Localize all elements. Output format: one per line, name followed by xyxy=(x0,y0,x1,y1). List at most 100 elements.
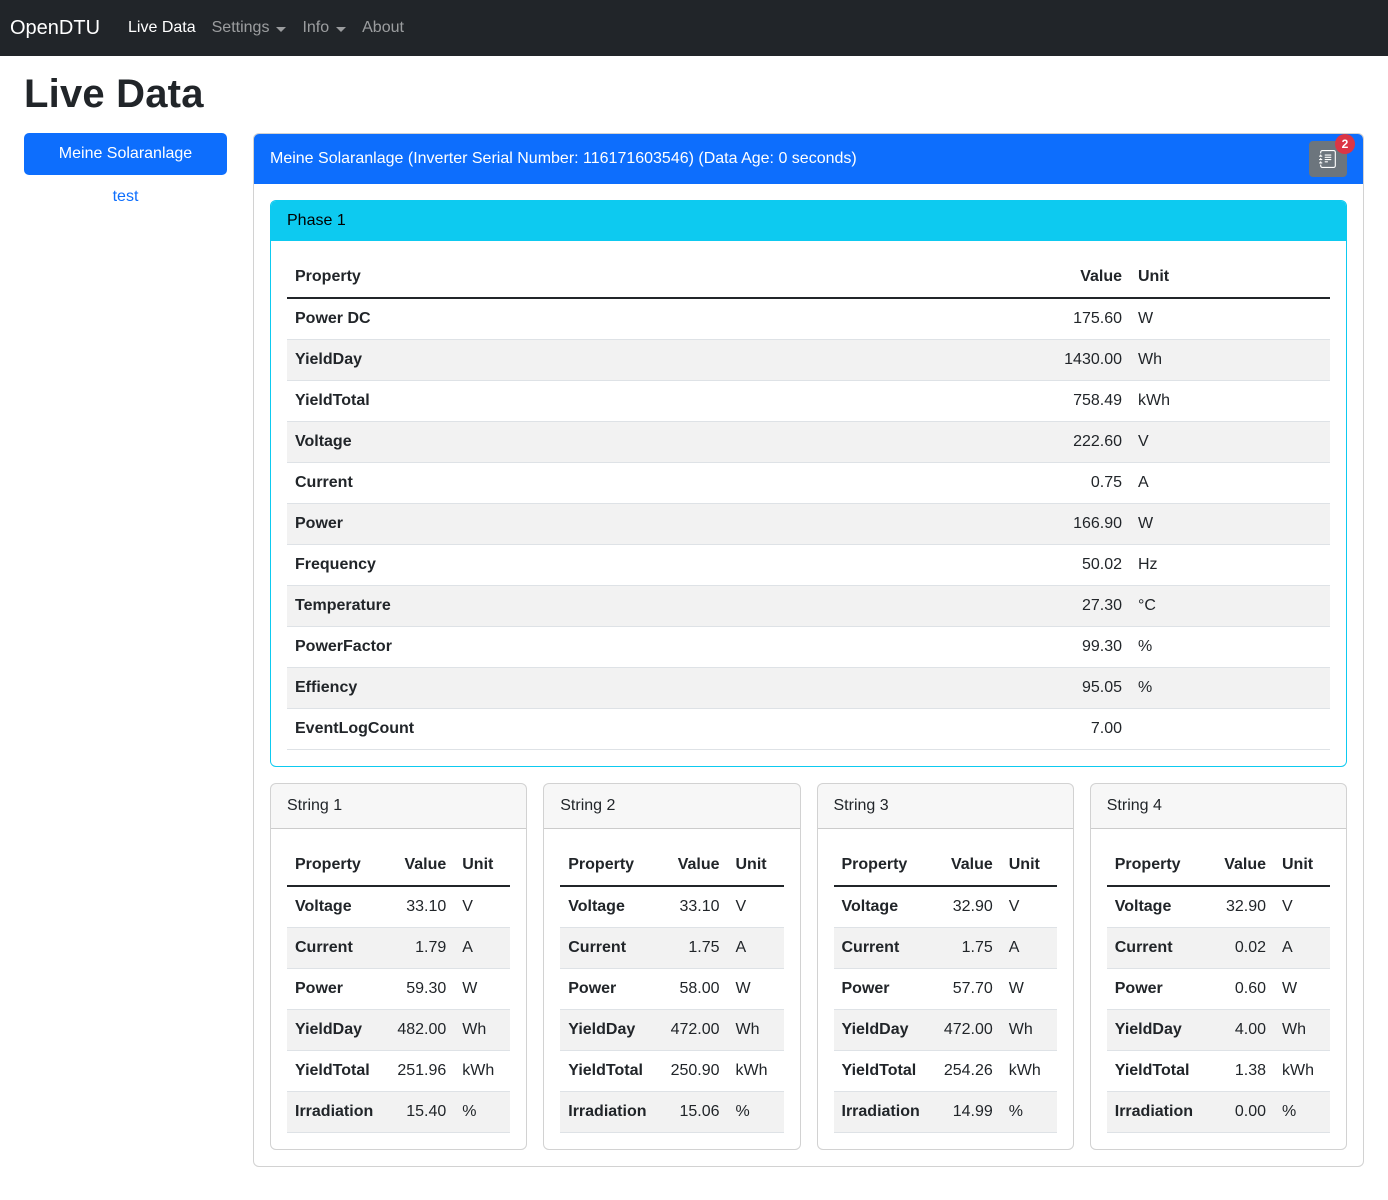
property-cell: Irradiation xyxy=(560,1092,655,1133)
table-row: EventLogCount 7.00 xyxy=(287,709,1330,750)
property-cell: Current xyxy=(287,463,1040,504)
table-row: YieldTotal 758.49 kWh xyxy=(287,381,1330,422)
table-row: YieldDay 472.00 Wh xyxy=(560,1010,783,1051)
table-row: Current 1.75 A xyxy=(560,928,783,969)
nav-item-info[interactable]: Info xyxy=(294,11,354,45)
property-cell: YieldTotal xyxy=(834,1051,929,1092)
table-head: Property Value Unit xyxy=(1107,845,1330,886)
value-cell: 251.96 xyxy=(382,1051,454,1092)
unit-cell: A xyxy=(1001,928,1057,969)
unit-cell: kWh xyxy=(728,1051,784,1092)
unit-cell: Wh xyxy=(454,1010,510,1051)
nav-item-label: Settings xyxy=(212,19,270,37)
table-row: PowerFactor 99.30 % xyxy=(287,627,1330,668)
column-header-value: Value xyxy=(656,845,728,886)
unit-cell: Wh xyxy=(1001,1010,1057,1051)
value-cell: 1.38 xyxy=(1202,1051,1274,1092)
property-cell: Irradiation xyxy=(834,1092,929,1133)
table-row: Power 59.30 W xyxy=(287,969,510,1010)
nav-item-label: About xyxy=(362,19,404,37)
unit-cell: °C xyxy=(1130,586,1330,627)
table-row: Temperature 27.30 °C xyxy=(287,586,1330,627)
property-cell: Power xyxy=(1107,969,1202,1010)
unit-cell: W xyxy=(1130,298,1330,340)
value-cell: 758.49 xyxy=(1040,381,1130,422)
value-cell: 1.75 xyxy=(929,928,1001,969)
nav-item-about[interactable]: About xyxy=(354,11,412,45)
inverter-card-title: Meine Solaranlage (Inverter Serial Numbe… xyxy=(270,150,857,168)
column-header-unit: Unit xyxy=(1001,845,1057,886)
unit-cell: A xyxy=(728,928,784,969)
string-card-3: String 3 Property Value Unit xyxy=(817,783,1074,1150)
table-row: Voltage 222.60 V xyxy=(287,422,1330,463)
navbar-nav: Live Data Settings Info About xyxy=(120,11,412,45)
unit-cell: % xyxy=(1001,1092,1057,1133)
property-cell: YieldDay xyxy=(834,1010,929,1051)
table-head: Property Value Unit xyxy=(560,845,783,886)
value-cell: 472.00 xyxy=(656,1010,728,1051)
table-body: Voltage 33.10 V Current 1.75 xyxy=(560,886,783,1133)
column-header-value: Value xyxy=(929,845,1001,886)
property-cell: Voltage xyxy=(834,886,929,928)
value-cell: 1.79 xyxy=(382,928,454,969)
string-table: Property Value Unit xyxy=(287,845,510,1133)
table-row: Voltage 32.90 V xyxy=(1107,886,1330,928)
value-cell: 0.02 xyxy=(1202,928,1274,969)
table-row: Frequency 50.02 Hz xyxy=(287,545,1330,586)
string-card-title: String 4 xyxy=(1091,784,1346,829)
property-cell: Frequency xyxy=(287,545,1040,586)
chevron-down-icon xyxy=(336,27,346,32)
eventlog-button[interactable]: 2 xyxy=(1309,141,1347,177)
table-head: Property Value Unit xyxy=(834,845,1057,886)
phase-table: Property Value Unit Power DC xyxy=(287,257,1330,750)
page-title: Live Data xyxy=(24,72,1364,117)
table-row: Voltage 32.90 V xyxy=(834,886,1057,928)
table-row: Power 0.60 W xyxy=(1107,969,1330,1010)
unit-cell: A xyxy=(1130,463,1330,504)
table-row: Irradiation 14.99 % xyxy=(834,1092,1057,1133)
inverter-sidebar: Meine Solaranlage test xyxy=(24,133,227,206)
column-header-unit: Unit xyxy=(1274,845,1330,886)
table-body: Voltage 32.90 V Current 1.75 xyxy=(834,886,1057,1133)
column-header-value: Value xyxy=(1202,845,1274,886)
unit-cell xyxy=(1130,709,1330,750)
brand[interactable]: OpenDTU xyxy=(10,17,100,40)
column-header-property: Property xyxy=(560,845,655,886)
string-card-2: String 2 Property Value Unit xyxy=(543,783,800,1150)
property-cell: PowerFactor xyxy=(287,627,1040,668)
table-row: YieldDay 472.00 Wh xyxy=(834,1010,1057,1051)
property-cell: Current xyxy=(287,928,382,969)
inverter-select-button[interactable]: Meine Solaranlage xyxy=(24,133,227,175)
value-cell: 59.30 xyxy=(382,969,454,1010)
inverter-select-link[interactable]: test xyxy=(24,188,227,206)
string-card-4: String 4 Property Value Unit xyxy=(1090,783,1347,1150)
unit-cell: Wh xyxy=(1274,1010,1330,1051)
table-row: Voltage 33.10 V xyxy=(287,886,510,928)
property-cell: Irradiation xyxy=(1107,1092,1202,1133)
property-cell: YieldTotal xyxy=(1107,1051,1202,1092)
value-cell: 1.75 xyxy=(656,928,728,969)
unit-cell: % xyxy=(454,1092,510,1133)
unit-cell: Wh xyxy=(728,1010,784,1051)
table-body: Voltage 32.90 V Current 0.02 xyxy=(1107,886,1330,1133)
property-cell: Power xyxy=(287,504,1040,545)
table-row: YieldTotal 1.38 kWh xyxy=(1107,1051,1330,1092)
unit-cell: V xyxy=(1130,422,1330,463)
nav-item-settings[interactable]: Settings xyxy=(204,11,295,45)
column-header-property: Property xyxy=(287,845,382,886)
value-cell: 4.00 xyxy=(1202,1010,1274,1051)
navbar: OpenDTU Live Data Settings Info About xyxy=(0,0,1388,56)
value-cell: 222.60 xyxy=(1040,422,1130,463)
property-cell: YieldDay xyxy=(287,340,1040,381)
property-cell: EventLogCount xyxy=(287,709,1040,750)
property-cell: Voltage xyxy=(1107,886,1202,928)
inverter-card-header: Meine Solaranlage (Inverter Serial Numbe… xyxy=(254,134,1363,184)
table-row: Irradiation 0.00 % xyxy=(1107,1092,1330,1133)
eventlog-count-badge: 2 xyxy=(1335,134,1355,154)
value-cell: 0.60 xyxy=(1202,969,1274,1010)
property-cell: Power xyxy=(834,969,929,1010)
nav-item-live-data[interactable]: Live Data xyxy=(120,11,204,45)
unit-cell: W xyxy=(1001,969,1057,1010)
table-row: Current 1.79 A xyxy=(287,928,510,969)
table-row: Power 57.70 W xyxy=(834,969,1057,1010)
